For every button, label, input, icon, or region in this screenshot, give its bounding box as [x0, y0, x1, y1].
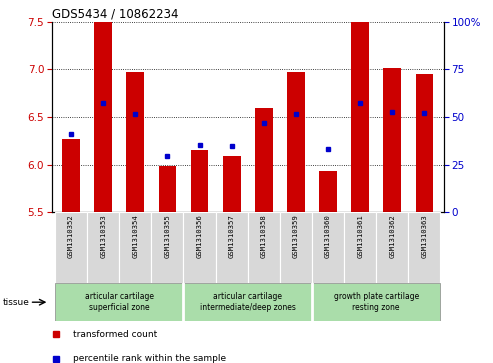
Bar — [183, 212, 215, 283]
Text: GSM1310362: GSM1310362 — [389, 215, 395, 258]
Text: GSM1310357: GSM1310357 — [229, 215, 235, 258]
Bar — [312, 283, 440, 321]
Bar — [255, 107, 273, 212]
Text: growth plate cartilage
resting zone: growth plate cartilage resting zone — [334, 293, 419, 312]
Bar — [183, 283, 312, 321]
Text: GSM1310361: GSM1310361 — [357, 215, 363, 258]
Text: GSM1310360: GSM1310360 — [325, 215, 331, 258]
Bar — [312, 212, 344, 283]
Text: GSM1310356: GSM1310356 — [197, 215, 203, 258]
Bar — [94, 22, 112, 212]
Bar — [127, 72, 144, 212]
Bar — [62, 139, 80, 212]
Text: GSM1310359: GSM1310359 — [293, 215, 299, 258]
Bar — [319, 171, 337, 212]
Bar — [215, 212, 248, 283]
Bar — [408, 212, 440, 283]
Bar — [55, 212, 87, 283]
Bar — [416, 74, 433, 212]
Bar — [159, 166, 176, 212]
Bar — [87, 212, 119, 283]
Text: GSM1310363: GSM1310363 — [422, 215, 427, 258]
Bar — [280, 212, 312, 283]
Text: GSM1310352: GSM1310352 — [68, 215, 74, 258]
Text: articular cartilage
superficial zone: articular cartilage superficial zone — [85, 293, 154, 312]
Bar — [344, 212, 376, 283]
Text: GDS5434 / 10862234: GDS5434 / 10862234 — [52, 8, 178, 21]
Bar — [352, 22, 369, 212]
Text: GSM1310354: GSM1310354 — [132, 215, 139, 258]
Text: GSM1310353: GSM1310353 — [100, 215, 106, 258]
Text: transformed count: transformed count — [73, 330, 158, 339]
Bar — [287, 72, 305, 212]
Bar — [384, 68, 401, 212]
Bar — [376, 212, 408, 283]
Bar — [223, 156, 241, 212]
Text: tissue: tissue — [2, 298, 30, 307]
Text: articular cartilage
intermediate/deep zones: articular cartilage intermediate/deep zo… — [200, 293, 296, 312]
Bar — [248, 212, 280, 283]
Bar — [55, 283, 183, 321]
Text: GSM1310355: GSM1310355 — [165, 215, 171, 258]
Text: percentile rank within the sample: percentile rank within the sample — [73, 354, 226, 363]
Bar — [151, 212, 183, 283]
Text: GSM1310358: GSM1310358 — [261, 215, 267, 258]
Bar — [119, 212, 151, 283]
Bar — [191, 150, 209, 212]
